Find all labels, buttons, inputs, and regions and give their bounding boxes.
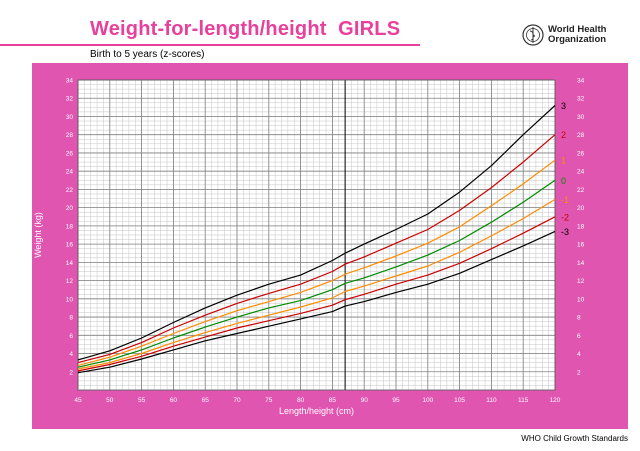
y-tick-label-right: 12 <box>577 278 585 285</box>
y-tick-label-left: 4 <box>69 351 73 358</box>
y-tick-label-left: 8 <box>69 315 73 322</box>
y-tick-label-left: 6 <box>69 333 73 340</box>
x-tick-label: 105 <box>454 397 465 404</box>
zscore-label-1: 1 <box>561 156 566 166</box>
y-tick-label-left: 22 <box>66 187 74 194</box>
y-tick-label-left: 10 <box>66 296 74 303</box>
x-tick-label: 75 <box>265 397 273 404</box>
zscore-curves <box>77 105 556 374</box>
zscore-label--2: -2 <box>561 212 569 222</box>
x-tick-label: 65 <box>202 397 210 404</box>
y-tick-label-right: 22 <box>577 187 585 194</box>
y-tick-label-right: 16 <box>577 242 585 249</box>
y-tick-label-left: 24 <box>66 169 74 176</box>
y-tick-label-left: 2 <box>69 369 73 376</box>
x-tick-label: 50 <box>106 397 114 404</box>
who-logo: World Health Organization <box>522 24 606 46</box>
y-tick-label-right: 18 <box>577 223 585 230</box>
zscore-label--1: -1 <box>561 195 569 205</box>
x-tick-label: 45 <box>74 397 82 404</box>
chart-title: Weight-for-length/height GIRLS <box>90 18 401 40</box>
zscore-curve--1 <box>77 198 556 370</box>
zscore-labels: 3 2 1 0 -1 -2 -3 <box>561 101 569 237</box>
y-tick-label-left: 12 <box>66 278 74 285</box>
x-tick-label: 90 <box>361 397 369 404</box>
x-tick-label: 110 <box>486 397 497 404</box>
y-tick-label-left: 32 <box>66 96 74 103</box>
y-tick-label-right: 34 <box>577 78 585 85</box>
chart-subtitle: Birth to 5 years (z-scores) <box>90 49 205 60</box>
y-tick-label-right: 8 <box>577 315 581 322</box>
zscore-curve-2 <box>77 134 556 364</box>
y-axis-label: Weight (kg) <box>33 212 43 258</box>
x-tick-label: 55 <box>138 397 146 404</box>
zscore-label--3: -3 <box>561 227 569 237</box>
zscore-label-0: 0 <box>561 176 566 186</box>
x-axis-label: Length/height (cm) <box>279 406 354 416</box>
x-tick-label: 120 <box>550 397 561 404</box>
y-tick-label-right: 32 <box>577 96 585 103</box>
zscore-curve-1 <box>77 159 556 366</box>
who-name-line2: Organization <box>548 34 607 45</box>
x-tick-labels: 45 50 55 60 65 70 75 80 85 90 95 100 105 110 115 120 <box>74 397 560 404</box>
y-tick-label-left: 26 <box>66 150 74 157</box>
y-tick-label-right: 4 <box>577 351 581 358</box>
x-tick-label: 60 <box>170 397 178 404</box>
title-underline <box>0 44 420 46</box>
y-tick-label-right: 6 <box>577 333 581 340</box>
y-tick-label-left: 34 <box>66 78 74 85</box>
y-tick-label-right: 20 <box>577 205 585 212</box>
y-tick-label-left: 20 <box>66 205 74 212</box>
plot-frame <box>77 79 556 391</box>
footer-source: WHO Child Growth Standards <box>521 434 628 443</box>
zscore-curve-0 <box>77 179 556 368</box>
x-tick-label: 80 <box>297 397 305 404</box>
y-tick-label-right: 26 <box>577 150 585 157</box>
y-tick-label-left: 16 <box>66 242 74 249</box>
zscore-label-2: 2 <box>561 130 566 140</box>
who-name-line1: World Health <box>548 24 607 35</box>
y-tick-label-left: 30 <box>66 114 74 121</box>
x-tick-label: 95 <box>392 397 400 404</box>
y-tick-label-right: 30 <box>577 114 585 121</box>
who-emblem-icon <box>522 24 544 46</box>
x-tick-label: 100 <box>422 397 433 404</box>
y-tick-label-right: 10 <box>577 296 585 303</box>
x-tick-label: 85 <box>329 397 337 404</box>
y-tick-label-left: 28 <box>66 132 74 139</box>
zscore-curve--2 <box>77 216 556 372</box>
y-tick-label-right: 28 <box>577 132 585 139</box>
y-tick-label-left: 14 <box>66 260 74 267</box>
y-tick-label-left: 18 <box>66 223 74 230</box>
y-tick-label-right: 24 <box>577 169 585 176</box>
y-tick-label-right: 14 <box>577 260 585 267</box>
zscore-curve--3 <box>77 230 556 374</box>
zscore-label-3: 3 <box>561 101 566 111</box>
y-tick-label-right: 2 <box>577 369 581 376</box>
x-tick-label: 115 <box>518 397 529 404</box>
x-tick-label: 70 <box>233 397 241 404</box>
zscore-curve-3 <box>77 105 556 361</box>
